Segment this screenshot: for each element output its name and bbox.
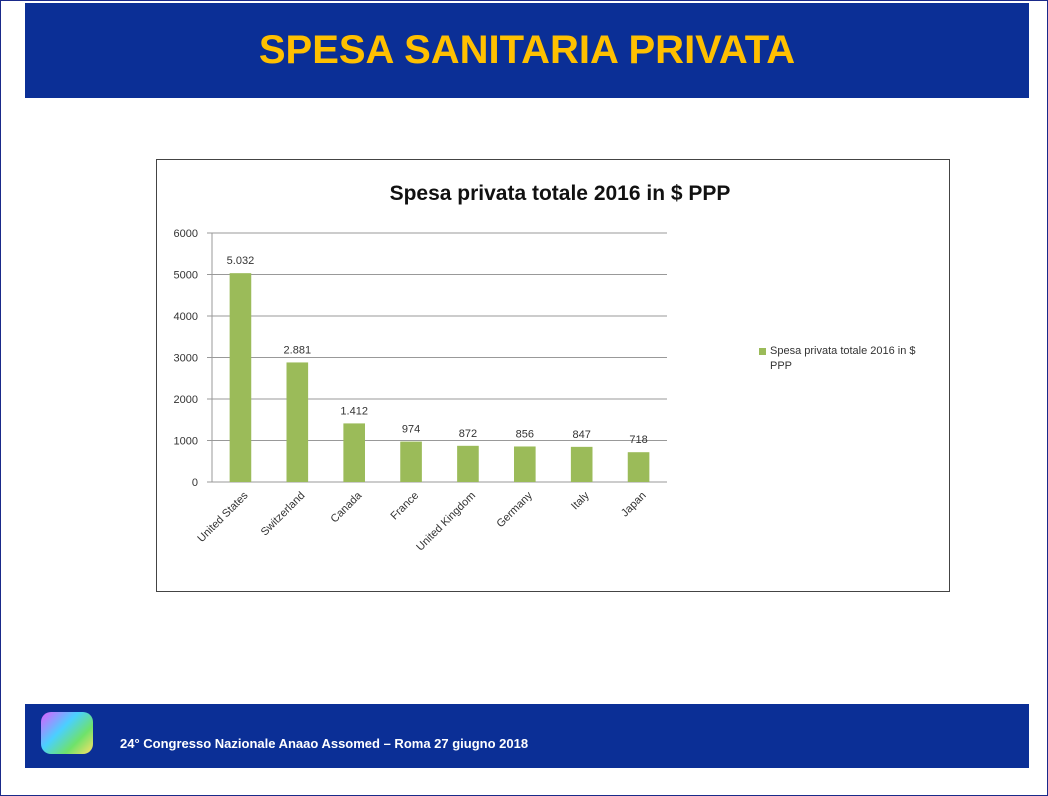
chart-frame: Spesa privata totale 2016 in $ PPP 0 1000… bbox=[156, 159, 950, 592]
x-tick-label: France bbox=[388, 490, 421, 523]
bar bbox=[628, 452, 650, 482]
chart: Spesa privata totale 2016 in $ PPP 0 1000… bbox=[157, 160, 949, 591]
y-tick-label: 6000 bbox=[174, 228, 198, 240]
x-tick-label: Japan bbox=[619, 490, 649, 520]
value-label: 718 bbox=[629, 434, 647, 446]
value-label: 2.881 bbox=[284, 344, 312, 356]
y-tick-label: 0 bbox=[192, 477, 198, 489]
footer: 24° Congresso Nazionale Anaao Assomed – … bbox=[25, 704, 1029, 768]
y-tick-label: 5000 bbox=[174, 270, 198, 282]
x-tick-label: Italy bbox=[569, 489, 592, 512]
x-tick-label: Germany bbox=[494, 489, 535, 530]
x-tick-label: United Kingdom bbox=[414, 490, 478, 554]
value-label: 1.412 bbox=[340, 405, 368, 417]
legend-swatch bbox=[759, 348, 766, 355]
y-tick-label: 4000 bbox=[174, 311, 198, 323]
y-tick-label: 3000 bbox=[174, 353, 198, 365]
bar bbox=[457, 446, 479, 482]
footer-text: 24° Congresso Nazionale Anaao Assomed – … bbox=[120, 736, 528, 751]
x-tick-label: Switzerland bbox=[259, 490, 308, 539]
x-tick-label: Canada bbox=[329, 489, 365, 525]
bar bbox=[400, 442, 422, 482]
slide: SPESA SANITARIA PRIVATA Spesa privata to… bbox=[0, 0, 1048, 796]
value-label: 5.032 bbox=[227, 255, 255, 267]
y-tick-label: 2000 bbox=[174, 394, 198, 406]
chart-title: Spesa privata totale 2016 in $ PPP bbox=[390, 182, 731, 205]
legend: Spesa privata totale 2016 in $ PPP bbox=[759, 344, 929, 374]
value-label: 847 bbox=[573, 429, 591, 441]
bar bbox=[514, 446, 536, 482]
value-label: 856 bbox=[516, 428, 534, 440]
value-label: 872 bbox=[459, 428, 477, 440]
bar bbox=[343, 423, 365, 482]
logo bbox=[41, 712, 93, 754]
y-tick-label: 1000 bbox=[174, 436, 198, 448]
legend-label: Spesa privata totale 2016 in $ PPP bbox=[770, 344, 929, 374]
value-label: 974 bbox=[402, 424, 420, 436]
page: SPESA SANITARIA PRIVATA Spesa privata to… bbox=[0, 0, 1048, 796]
bar bbox=[230, 273, 252, 482]
bar bbox=[571, 447, 593, 482]
slide-title: SPESA SANITARIA PRIVATA bbox=[25, 3, 1029, 98]
bar bbox=[287, 362, 309, 482]
x-tick-label: United States bbox=[195, 489, 251, 545]
